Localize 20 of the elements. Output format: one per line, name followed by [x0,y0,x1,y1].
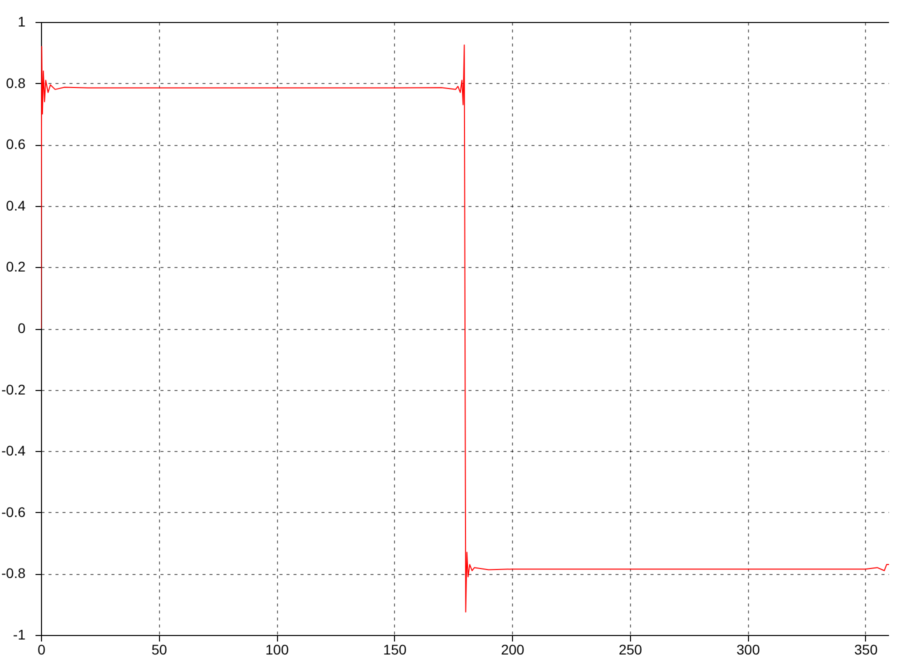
y-tick-label: 0.6 [6,136,26,152]
x-tick-label: 0 [38,642,46,658]
x-tick-label: 200 [500,642,525,658]
y-tick-label: -0.2 [1,381,26,398]
x-tick-label: 350 [854,642,878,658]
y-tick-label: 0.2 [6,258,26,275]
y-tick-label: 0.4 [6,197,26,214]
x-tick-label: 50 [151,642,168,658]
x-tick-label: 100 [265,642,289,658]
y-tick-label: -0.4 [1,442,26,459]
line-series [41,44,889,613]
y-tick-label: 0 [18,320,26,336]
x-tick-label: 300 [736,642,760,658]
x-tick-label: 150 [383,642,407,658]
y-tick-label: -0.6 [1,504,26,520]
x-tick-label: 250 [618,642,642,658]
y-tick-label: 0.8 [6,74,26,91]
y-tick-label: 1 [18,14,26,30]
y-tick-label: -1 [13,626,26,642]
y-tick-label: -0.8 [1,565,26,582]
